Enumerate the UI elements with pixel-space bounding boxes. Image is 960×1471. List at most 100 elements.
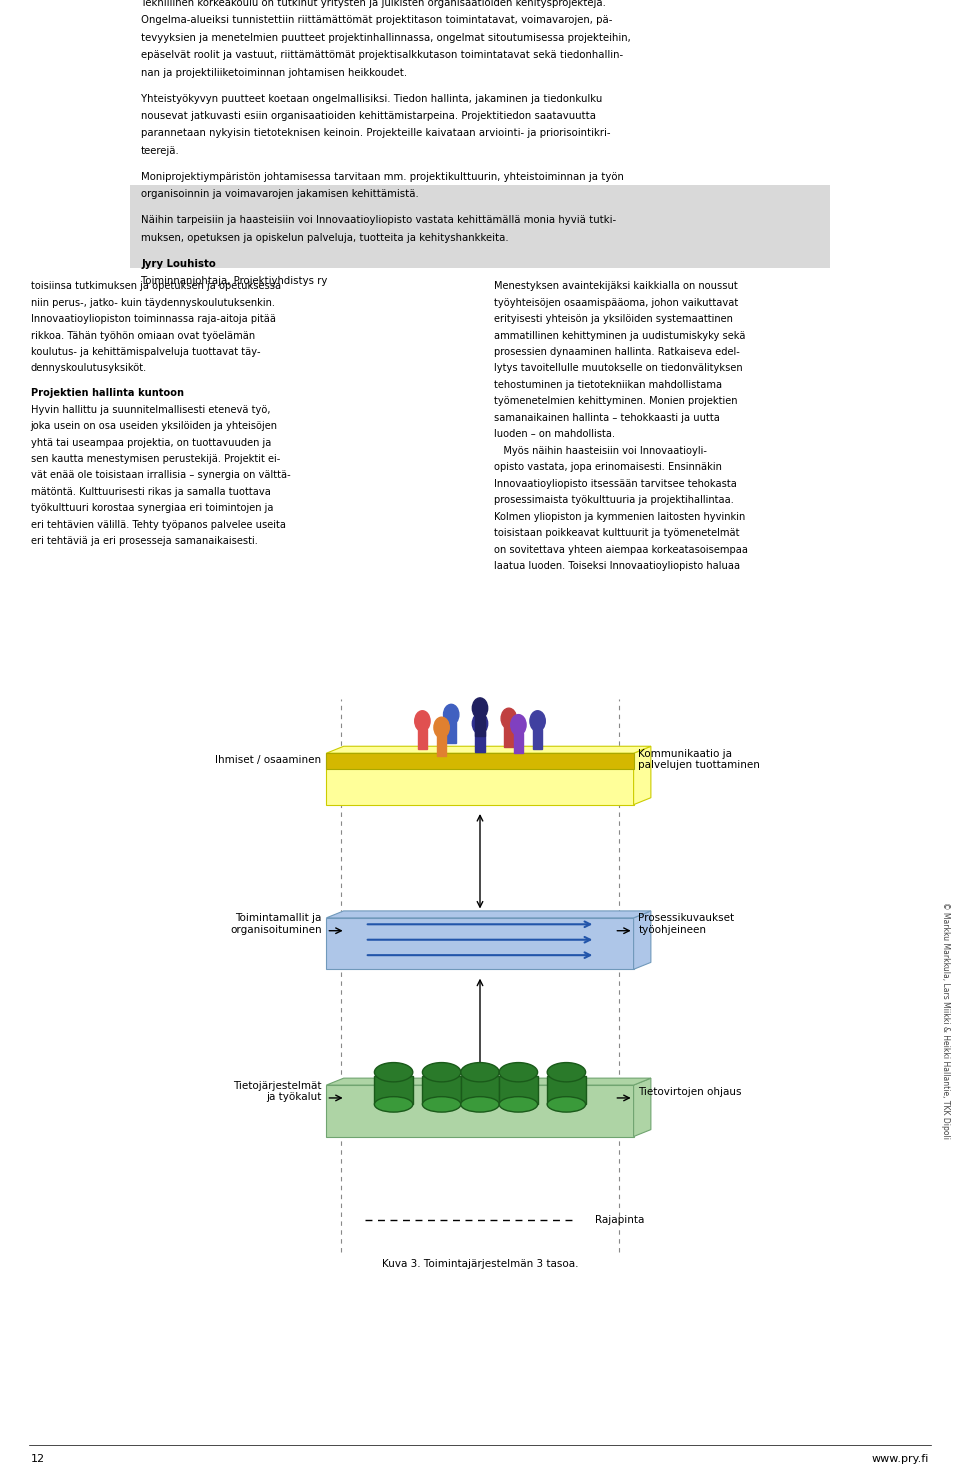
Text: luoden – on mahdollista.: luoden – on mahdollista.: [494, 430, 615, 440]
Ellipse shape: [461, 1062, 499, 1081]
Text: Kommunikaatio ja
palvelujen tuottaminen: Kommunikaatio ja palvelujen tuottaminen: [638, 749, 760, 771]
Text: samanaikainen hallinta – tehokkaasti ja uutta: samanaikainen hallinta – tehokkaasti ja …: [494, 413, 720, 422]
Circle shape: [501, 708, 516, 728]
Ellipse shape: [422, 1097, 461, 1112]
Text: toisistaan poikkeavat kulttuurit ja työmenetelmät: toisistaan poikkeavat kulttuurit ja työm…: [494, 528, 740, 538]
Text: lytys tavoitellulle muutokselle on tiedonvälityksen: lytys tavoitellulle muutokselle on tiedo…: [494, 363, 743, 374]
Bar: [437, 736, 446, 756]
Text: koulutus- ja kehittämispalveluja tuottavat täy-: koulutus- ja kehittämispalveluja tuottav…: [31, 347, 260, 357]
Circle shape: [511, 715, 526, 736]
Circle shape: [434, 718, 449, 738]
Text: Menestyksen avaintekijäksi kaikkialla on noussut: Menestyksen avaintekijäksi kaikkialla on…: [494, 281, 738, 291]
Text: toisiinsa tutkimuksen ja opetuksen ja opetuksessa: toisiinsa tutkimuksen ja opetuksen ja op…: [31, 281, 281, 291]
Polygon shape: [326, 918, 634, 969]
Text: eri tehtävien välillä. Tehty työpanos palvelee useita: eri tehtävien välillä. Tehty työpanos pa…: [31, 519, 286, 530]
Bar: [514, 733, 523, 753]
Text: nan ja projektiliiketoiminnan johtamisen heikkoudet.: nan ja projektiliiketoiminnan johtamisen…: [141, 68, 407, 78]
Bar: [475, 716, 485, 737]
Circle shape: [415, 710, 430, 731]
Text: rikkoa. Tähän työhön omiaan ovat työelämän: rikkoa. Tähän työhön omiaan ovat työeläm…: [31, 331, 254, 340]
Text: © Markku Markkula, Lars Miikki & Heikki Hallantie, TKK Dipoli: © Markku Markkula, Lars Miikki & Heikki …: [941, 902, 950, 1139]
Bar: [475, 731, 485, 752]
Polygon shape: [326, 1086, 634, 1137]
Bar: [499, 1077, 538, 1105]
Bar: [461, 1077, 499, 1105]
Text: eri tehtäviä ja eri prosesseja samanaikaisesti.: eri tehtäviä ja eri prosesseja samanaika…: [31, 537, 257, 546]
Text: Ihmiset / osaaminen: Ihmiset / osaaminen: [215, 755, 322, 765]
Text: nousevat jatkuvasti esiin organisaatioiden kehittämistarpeina. Projektitiedon sa: nousevat jatkuvasti esiin organisaatioid…: [141, 110, 596, 121]
Text: erityisesti yhteisön ja yksilöiden systemaattinen: erityisesti yhteisön ja yksilöiden syste…: [494, 313, 733, 324]
Ellipse shape: [547, 1062, 586, 1081]
Text: organisoinnin ja voimavarojen jakamisen kehittämistä.: organisoinnin ja voimavarojen jakamisen …: [141, 190, 419, 199]
Text: Teknillinen korkeakoulu on tutkinut yritysten ja julkisten organisaatioiden kehi: Teknillinen korkeakoulu on tutkinut yrit…: [141, 0, 606, 9]
Circle shape: [472, 697, 488, 718]
Text: dennyskoulutusyksiköt.: dennyskoulutusyksiköt.: [31, 363, 147, 374]
FancyBboxPatch shape: [130, 0, 830, 268]
Text: prosessimaista työkulttuuria ja projektihallintaa.: prosessimaista työkulttuuria ja projekti…: [494, 496, 734, 505]
Text: Projektien hallinta kuntoon: Projektien hallinta kuntoon: [31, 388, 183, 399]
Ellipse shape: [374, 1062, 413, 1081]
Text: Yhteistyökyvyn puutteet koetaan ongelmallisiksi. Tiedon hallinta, jakaminen ja t: Yhteistyökyvyn puutteet koetaan ongelmal…: [141, 94, 602, 103]
Text: 12: 12: [31, 1455, 45, 1464]
Ellipse shape: [461, 1097, 499, 1112]
Text: vät enää ole toisistaan irrallisia – synergia on välttä-: vät enää ole toisistaan irrallisia – syn…: [31, 471, 291, 481]
Text: prosessien dynaaminen hallinta. Ratkaiseva edel-: prosessien dynaaminen hallinta. Ratkaise…: [494, 347, 740, 357]
Text: Toimintamallit ja
organisoituminen: Toimintamallit ja organisoituminen: [230, 913, 322, 936]
Text: Toiminnanjohtaja, Projektiyhdistys ry: Toiminnanjohtaja, Projektiyhdistys ry: [141, 277, 327, 285]
Text: tevyyksien ja menetelmien puutteet projektinhallinnassa, ongelmat sitoutumisessa: tevyyksien ja menetelmien puutteet proje…: [141, 32, 631, 43]
Text: Ongelma-alueiksi tunnistettiin riittämättömät projektitason toimintatavat, voima: Ongelma-alueiksi tunnistettiin riittämät…: [141, 16, 612, 25]
Polygon shape: [326, 1078, 651, 1086]
Bar: [374, 1077, 413, 1105]
Text: Tietovirtojen ohjaus: Tietovirtojen ohjaus: [638, 1087, 742, 1096]
Polygon shape: [634, 1078, 651, 1137]
Bar: [547, 1077, 586, 1105]
Text: Hyvin hallittu ja suunnitelmallisesti etenevä työ,: Hyvin hallittu ja suunnitelmallisesti et…: [31, 405, 270, 415]
Ellipse shape: [547, 1097, 586, 1112]
Text: Kolmen yliopiston ja kymmenien laitosten hyvinkin: Kolmen yliopiston ja kymmenien laitosten…: [494, 512, 746, 522]
Ellipse shape: [422, 1062, 461, 1081]
Text: www.pry.fi: www.pry.fi: [872, 1455, 929, 1464]
Text: teerejä.: teerejä.: [141, 146, 180, 156]
Ellipse shape: [499, 1062, 538, 1081]
Text: muksen, opetuksen ja opiskelun palveluja, tuotteita ja kehityshankkeita.: muksen, opetuksen ja opiskelun palveluja…: [141, 232, 509, 243]
Ellipse shape: [374, 1097, 413, 1112]
Text: niin perus-, jatko- kuin täydennyskoulutuksenkin.: niin perus-, jatko- kuin täydennyskoulut…: [31, 297, 275, 307]
Ellipse shape: [499, 1097, 538, 1112]
Text: joka usein on osa useiden yksilöiden ja yhteisöjen: joka usein on osa useiden yksilöiden ja …: [31, 421, 277, 431]
Text: on sovitettava yhteen aiempaa korkeatasoisempaa: on sovitettava yhteen aiempaa korkeataso…: [494, 544, 749, 555]
Text: epäselvät roolit ja vastuut, riittämättömät projektisalkkutason toimintatavat se: epäselvät roolit ja vastuut, riittämättö…: [141, 50, 623, 60]
Bar: [422, 1077, 461, 1105]
Text: Myös näihin haasteisiin voi Innovaatioyli-: Myös näihin haasteisiin voi Innovaatioyl…: [494, 446, 708, 456]
Bar: [418, 728, 427, 749]
Polygon shape: [634, 746, 651, 805]
Bar: [533, 728, 542, 749]
Text: laatua luoden. Toiseksi Innovaatioyliopisto haluaa: laatua luoden. Toiseksi Innovaatioyliopi…: [494, 560, 740, 571]
Text: Jyry Louhisto: Jyry Louhisto: [141, 259, 216, 269]
Polygon shape: [634, 911, 651, 969]
Bar: [446, 722, 456, 743]
Text: Innovaatioyliopisto itsessään tarvitsee tehokasta: Innovaatioyliopisto itsessään tarvitsee …: [494, 478, 737, 488]
Text: työyhteisöjen osaamispääoma, johon vaikuttavat: työyhteisöjen osaamispääoma, johon vaiku…: [494, 297, 738, 307]
Text: parannetaan nykyisin tietoteknisen keinoin. Projekteille kaivataan arviointi- ja: parannetaan nykyisin tietoteknisen keino…: [141, 128, 611, 138]
Circle shape: [472, 713, 488, 734]
Text: Kuva 3. Toimintajärjestelmän 3 tasoa.: Kuva 3. Toimintajärjestelmän 3 tasoa.: [382, 1259, 578, 1269]
Text: Innovaatioyliopiston toiminnassa raja-aitoja pitää: Innovaatioyliopiston toiminnassa raja-ai…: [31, 313, 276, 324]
Text: työmenetelmien kehittyminen. Monien projektien: työmenetelmien kehittyminen. Monien proj…: [494, 396, 738, 406]
Text: Prosessikuvaukset
työohjeineen: Prosessikuvaukset työohjeineen: [638, 913, 734, 936]
Text: opisto vastata, jopa erinomaisesti. Ensinnäkin: opisto vastata, jopa erinomaisesti. Ensi…: [494, 462, 722, 472]
Text: Moniprojektiympäristön johtamisessa tarvitaan mm. projektikulttuurin, yhteistoim: Moniprojektiympäristön johtamisessa tarv…: [141, 172, 624, 182]
Text: Näihin tarpeisiin ja haasteisiin voi Innovaatioyliopisto vastata kehittämällä mo: Näihin tarpeisiin ja haasteisiin voi Inn…: [141, 215, 616, 225]
Text: sen kautta menestymisen perustekijä. Projektit ei-: sen kautta menestymisen perustekijä. Pro…: [31, 455, 280, 463]
Circle shape: [530, 710, 545, 731]
Polygon shape: [326, 753, 634, 805]
Text: Tietojärjestelmät
ja työkalut: Tietojärjestelmät ja työkalut: [233, 1081, 322, 1102]
Circle shape: [444, 705, 459, 725]
Text: työkulttuuri korostaa synergiaa eri toimintojen ja: työkulttuuri korostaa synergiaa eri toim…: [31, 503, 274, 513]
Text: Rajapinta: Rajapinta: [595, 1215, 644, 1225]
Polygon shape: [326, 753, 634, 769]
Text: tehostuminen ja tietotekniikan mahdollistama: tehostuminen ja tietotekniikan mahdollis…: [494, 380, 723, 390]
Text: yhtä tai useampaa projektia, on tuottavuuden ja: yhtä tai useampaa projektia, on tuottavu…: [31, 437, 271, 447]
Polygon shape: [326, 911, 651, 918]
Polygon shape: [326, 746, 651, 753]
Bar: [504, 727, 514, 747]
